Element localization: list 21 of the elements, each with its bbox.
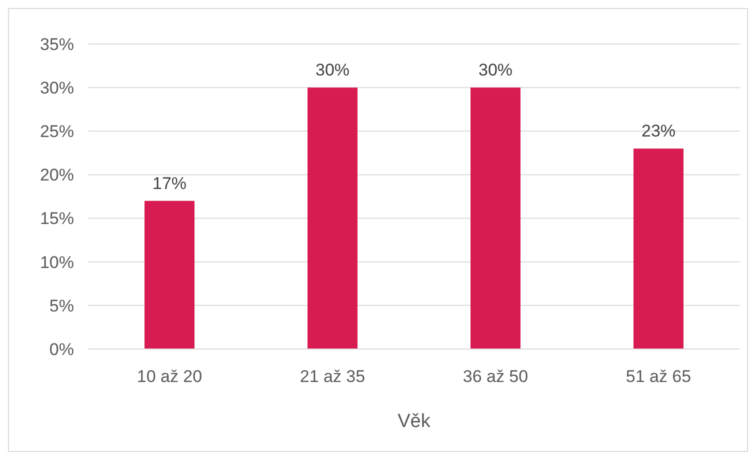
x-tick-label: 10 až 20 [136, 367, 202, 386]
y-tick-label: 20% [40, 166, 74, 185]
y-tick-label: 35% [40, 34, 74, 54]
bar [634, 148, 684, 349]
x-axis-title: Věk [398, 411, 431, 432]
bar [470, 88, 520, 349]
x-tick-label: 51 až 65 [626, 367, 692, 386]
data-label: 30% [478, 60, 513, 80]
data-label: 17% [152, 174, 187, 193]
x-tick-label: 21 až 35 [300, 367, 366, 386]
data-label: 30% [315, 60, 350, 80]
y-tick-label: 30% [40, 78, 74, 98]
y-tick-label: 10% [40, 252, 74, 272]
y-tick-label: 0% [49, 340, 74, 359]
y-tick-label: 15% [40, 209, 74, 228]
y-tick-label: 25% [40, 122, 74, 142]
bar [144, 200, 194, 349]
y-tick-label: 5% [49, 296, 74, 316]
x-tick-label: 36 až 50 [462, 367, 528, 386]
bar [308, 88, 358, 349]
data-label: 23% [641, 122, 676, 141]
